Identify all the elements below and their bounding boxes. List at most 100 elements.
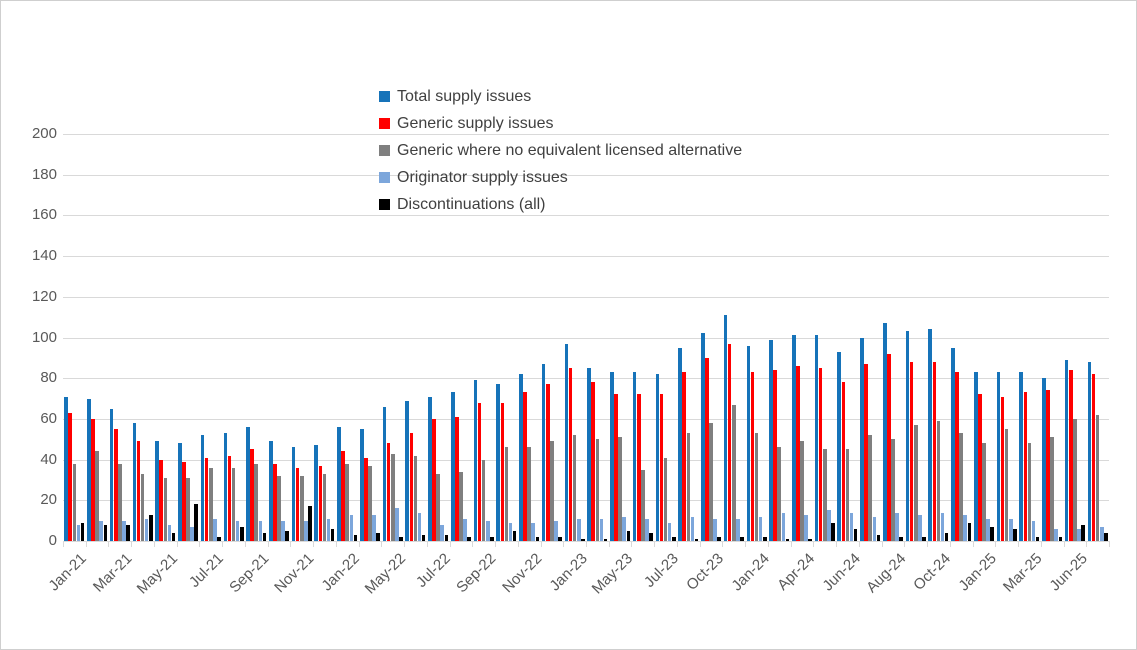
bar-group — [313, 134, 336, 541]
x-tick-mark — [858, 542, 860, 547]
x-tick-mark — [426, 542, 428, 547]
bar-group — [450, 134, 473, 541]
gridline — [63, 256, 1109, 258]
x-tick-mark — [1040, 542, 1042, 547]
gridline — [63, 215, 1109, 217]
y-tick-label: 160 — [31, 206, 57, 224]
bar-generic-where-no-equivalent-licensed-alternative — [936, 420, 941, 541]
chart-legend: Total supply issues Generic supply issues… — [379, 83, 742, 218]
bar-originator-supply-issues — [1054, 528, 1059, 541]
y-tick-label: 140 — [31, 247, 57, 265]
bar-group — [700, 134, 723, 541]
legend-item: Generic supply issues — [379, 110, 742, 137]
bar-discontinuations-all — [558, 536, 562, 541]
bar-generic-supply-issues — [932, 361, 937, 541]
x-tick-mark — [495, 542, 497, 547]
bar-group — [836, 134, 859, 541]
bar-originator-supply-issues — [258, 520, 263, 541]
bar-group — [245, 134, 268, 541]
legend-label: Originator supply issues — [397, 168, 568, 186]
bar-originator-supply-issues — [1008, 518, 1013, 541]
x-tick-mark — [449, 542, 451, 547]
bar-group — [654, 134, 677, 541]
bar-generic-supply-issues — [1091, 374, 1096, 541]
bar-group — [336, 134, 359, 541]
bar-generic-where-no-equivalent-licensed-alternative — [822, 449, 827, 541]
bar-total-supply-issues — [132, 422, 137, 541]
bar-generic-supply-issues — [500, 402, 505, 541]
legend-label: Total supply issues — [397, 87, 532, 105]
gridline — [63, 174, 1109, 176]
gridline — [63, 378, 1109, 380]
bar-group — [177, 134, 200, 541]
bar-originator-supply-issues — [667, 522, 672, 541]
bar-discontinuations-all — [171, 532, 176, 541]
x-tick-mark — [472, 542, 474, 547]
bar-group — [154, 134, 177, 541]
bar-total-supply-issues — [837, 351, 842, 541]
bar-generic-supply-issues — [978, 394, 982, 541]
y-tick-label: 120 — [31, 287, 57, 305]
bar-discontinuations-all — [717, 536, 722, 541]
bar-discontinuations-all — [740, 536, 744, 541]
bar-generic-where-no-equivalent-licensed-alternative — [1095, 414, 1100, 541]
bar-group — [131, 134, 154, 541]
bar-group — [859, 134, 882, 541]
bar-group — [677, 134, 700, 541]
bar-total-supply-issues — [87, 398, 91, 541]
bar-total-supply-issues — [996, 372, 1001, 541]
bar-generic-supply-issues — [318, 465, 323, 541]
bar-total-supply-issues — [473, 380, 478, 541]
x-axis-line — [63, 541, 1110, 542]
bar-generic-supply-issues — [68, 412, 73, 541]
bar-generic-supply-issues — [636, 394, 641, 541]
bar-generic-where-no-equivalent-licensed-alternative — [868, 435, 873, 541]
bar-generic-supply-issues — [1068, 370, 1073, 541]
y-tick-label: 200 — [31, 125, 57, 142]
x-tick-mark — [63, 542, 64, 547]
bar-discontinuations-all — [671, 536, 676, 541]
bar-total-supply-issues — [109, 408, 114, 541]
y-tick-label: 80 — [40, 369, 57, 387]
bar-group — [722, 134, 745, 541]
bar-generic-where-no-equivalent-licensed-alternative — [413, 455, 418, 541]
x-tick-mark — [358, 542, 360, 547]
bar-originator-supply-issues — [736, 518, 740, 541]
bar-group — [563, 134, 586, 541]
bar-total-supply-issues — [428, 396, 432, 541]
bar-total-supply-issues — [723, 315, 728, 541]
gridline — [63, 296, 1109, 298]
bar-generic-where-no-equivalent-licensed-alternative — [481, 459, 486, 541]
x-tick-mark — [995, 542, 997, 547]
bar-originator-supply-issues — [326, 518, 331, 541]
x-tick-mark — [404, 542, 406, 547]
bar-total-supply-issues — [359, 429, 364, 541]
bar-originator-supply-issues — [395, 508, 399, 541]
bar-generic-where-no-equivalent-licensed-alternative — [686, 433, 691, 541]
bar-discontinuations-all — [512, 530, 517, 541]
bar-total-supply-issues — [64, 396, 68, 541]
bar-discontinuations-all — [262, 532, 267, 541]
bar-generic-supply-issues — [409, 433, 414, 541]
x-tick-mark — [676, 542, 678, 547]
bar-discontinuations-all — [853, 528, 858, 541]
bar-total-supply-issues — [541, 363, 546, 541]
bar-group — [495, 134, 518, 541]
bar-originator-supply-issues — [440, 524, 445, 541]
bar-generic-supply-issues — [250, 449, 254, 541]
y-tick-label: 180 — [31, 165, 57, 183]
bar-discontinuations-all — [376, 532, 380, 541]
bar-discontinuations-all — [922, 536, 926, 541]
x-tick-mark — [767, 542, 769, 547]
x-tick-mark — [608, 542, 610, 547]
bar-originator-supply-issues — [213, 518, 217, 541]
bar-originator-supply-issues — [576, 518, 581, 541]
x-tick-mark — [1063, 542, 1065, 547]
bar-generic-where-no-equivalent-licensed-alternative — [527, 447, 531, 541]
x-tick-mark — [1086, 542, 1088, 547]
x-tick-mark — [790, 542, 792, 547]
bar-total-supply-issues — [655, 374, 660, 541]
bar-group — [927, 134, 950, 541]
bar-generic-where-no-equivalent-licensed-alternative — [95, 451, 99, 541]
bar-generic-where-no-equivalent-licensed-alternative — [322, 473, 327, 541]
